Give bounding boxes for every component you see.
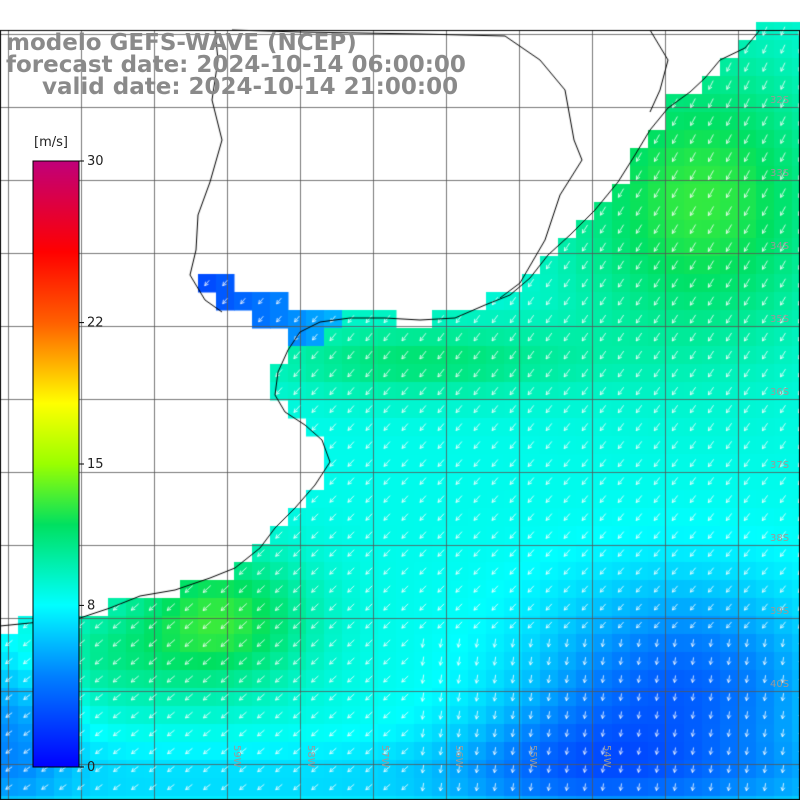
valid-date: valid date: 2024-10-14 21:00:00 (42, 74, 459, 100)
model-title: modelo GEFS-WAVE (NCEP) (6, 30, 357, 56)
forecast-date: forecast date: 2024-10-14 06:00:00 (6, 52, 466, 78)
